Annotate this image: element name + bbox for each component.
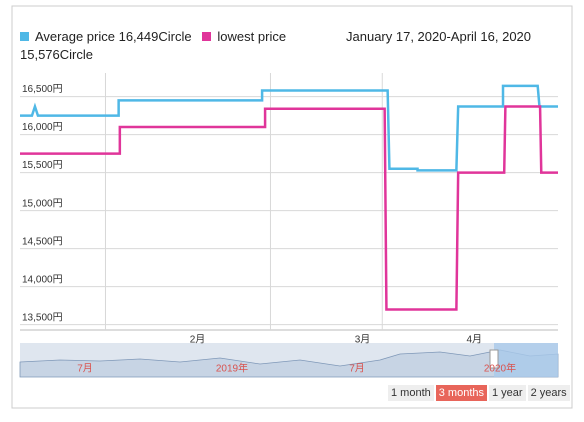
y-tick-label: 16,000円 xyxy=(22,122,63,133)
navigator-selection[interactable] xyxy=(494,343,558,377)
navigator-label: 7月 xyxy=(77,363,93,375)
y-tick-label: 15,500円 xyxy=(22,160,63,171)
legend-swatch xyxy=(20,32,29,41)
date-range: January 17, 2020-April 16, 2020 xyxy=(346,29,532,44)
legend-swatch xyxy=(202,32,212,41)
legend-item[interactable]: lowest price 15,576Circle xyxy=(20,29,286,62)
series-line xyxy=(20,105,558,311)
range-button[interactable]: 3 months xyxy=(435,385,487,401)
legend-item[interactable]: Average price 16,449Circle xyxy=(20,29,192,44)
legend-label: Average price 16,449Circle xyxy=(35,29,192,44)
y-tick-label: 13,500円 xyxy=(22,312,63,323)
legend-label: lowest price 15,576Circle xyxy=(20,29,287,62)
plot: 13,500円 14,000円 14,500円 15,000円 15,500円 16,00… xyxy=(20,73,558,346)
navigator-label: 2020年 xyxy=(484,362,516,375)
range-button[interactable]: 2 years xyxy=(527,385,570,401)
legend: Average price 16,449Circle lowest price … xyxy=(20,28,320,64)
y-tick-label: 14,000円 xyxy=(22,274,63,285)
range-buttons: 1 month 3 months 1 year 2 years xyxy=(388,385,570,401)
navigator-handle[interactable] xyxy=(489,349,499,369)
y-tick-label: 15,000円 xyxy=(22,198,63,209)
y-tick-label: 14,500円 xyxy=(22,236,63,247)
frame xyxy=(11,5,573,409)
navigator-label: 2019年 xyxy=(216,362,248,375)
range-button[interactable]: 1 month xyxy=(388,385,434,401)
range-button[interactable]: 1 year xyxy=(489,385,526,401)
x-tick-label: 3月 xyxy=(355,334,371,346)
y-tick-label: 16,500円 xyxy=(22,84,63,95)
navigator-label: 7月 xyxy=(349,363,365,375)
x-tick-label: 4月 xyxy=(466,334,482,346)
series-line xyxy=(20,84,558,172)
x-tick-label: 2月 xyxy=(190,334,206,346)
